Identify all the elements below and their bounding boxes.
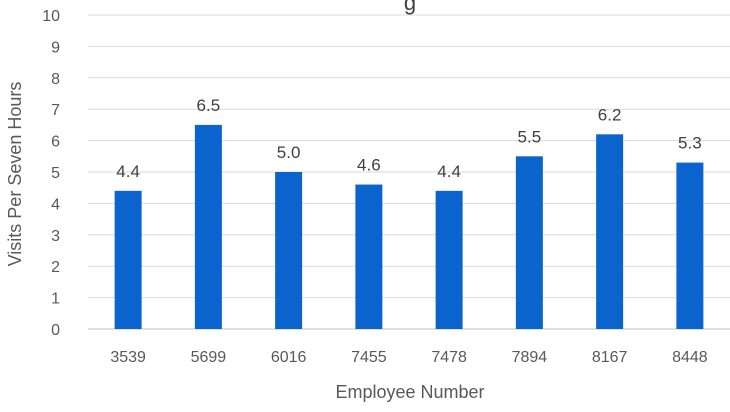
gridlines bbox=[88, 14, 730, 330]
data-label: 4.4 bbox=[116, 162, 140, 181]
y-axis-title: Visits Per Seven Hours bbox=[5, 82, 25, 267]
bar bbox=[596, 134, 624, 329]
data-label: 6.5 bbox=[197, 96, 221, 115]
x-tick-label: 8167 bbox=[592, 349, 628, 366]
x-tick-label: 3539 bbox=[110, 349, 146, 366]
data-label: 5.3 bbox=[678, 134, 702, 153]
bar bbox=[676, 162, 704, 329]
x-tick-label: 6016 bbox=[271, 349, 307, 366]
bars bbox=[114, 124, 704, 330]
data-label: 5.0 bbox=[277, 143, 301, 162]
y-axis-ticks: 0 1 2 3 4 5 6 7 8 9 10 bbox=[42, 8, 60, 339]
bar bbox=[355, 184, 383, 329]
bar bbox=[515, 156, 543, 329]
y-tick-label: 1 bbox=[51, 291, 60, 308]
bar bbox=[194, 124, 222, 330]
x-tick-label: 7455 bbox=[351, 349, 387, 366]
x-tick-label: 7894 bbox=[512, 349, 548, 366]
y-tick-label: 0 bbox=[51, 322, 60, 339]
x-tick-label: 5699 bbox=[191, 349, 227, 366]
bar bbox=[435, 190, 463, 329]
y-tick-label: 4 bbox=[51, 196, 60, 213]
y-tick-label: 2 bbox=[51, 259, 60, 276]
y-tick-label: 6 bbox=[51, 134, 60, 151]
data-label: 5.5 bbox=[518, 127, 542, 146]
chart-title: g bbox=[404, 0, 416, 15]
bar bbox=[275, 172, 303, 329]
data-label: 4.4 bbox=[437, 162, 461, 181]
data-labels: 4.4 6.5 5.0 4.6 4.4 5.5 6.2 5.3 bbox=[116, 96, 701, 181]
y-tick-label: 10 bbox=[42, 8, 60, 25]
y-tick-label: 7 bbox=[51, 102, 60, 119]
bar bbox=[114, 190, 142, 329]
x-tick-label: 8448 bbox=[672, 349, 708, 366]
x-tick-label: 7478 bbox=[431, 349, 467, 366]
x-axis-title: Employee Number bbox=[335, 382, 484, 402]
y-tick-label: 9 bbox=[51, 39, 60, 56]
y-tick-label: 5 bbox=[51, 165, 60, 182]
data-label: 6.2 bbox=[598, 105, 622, 124]
y-tick-label: 3 bbox=[51, 228, 60, 245]
x-axis-ticks: 3539 5699 6016 7455 7478 7894 8167 8448 bbox=[110, 349, 707, 366]
y-tick-label: 8 bbox=[51, 71, 60, 88]
data-label: 4.6 bbox=[357, 156, 381, 175]
